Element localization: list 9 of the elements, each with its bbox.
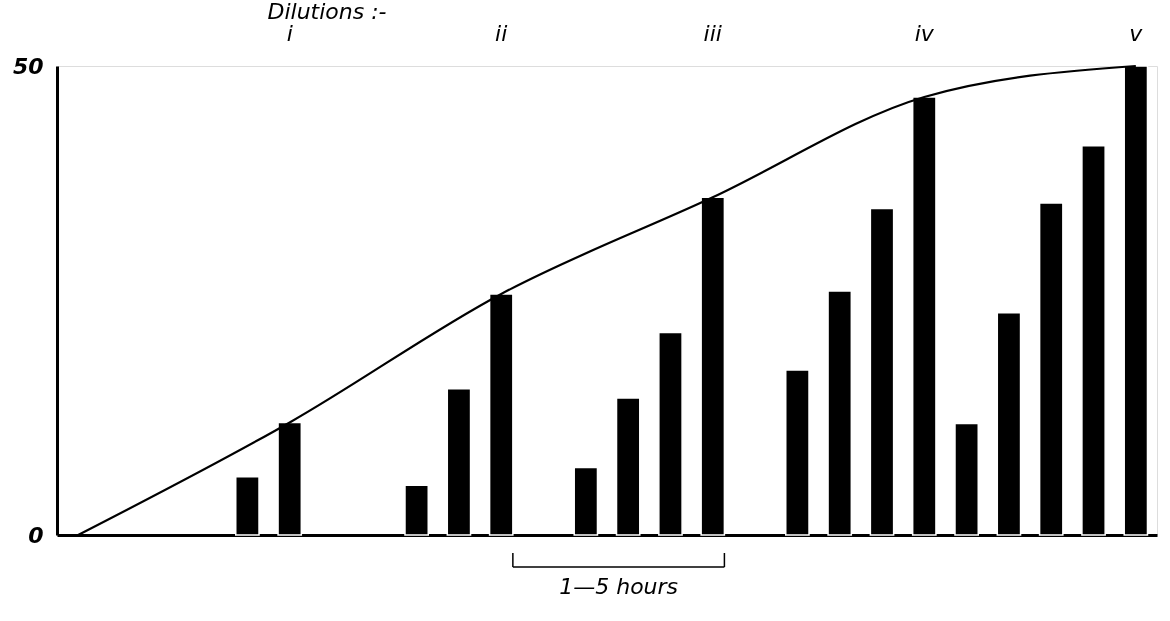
text: iii xyxy=(703,21,722,46)
text: i xyxy=(286,21,293,46)
text: v xyxy=(1129,21,1144,46)
y-tick-label: 50 xyxy=(12,53,44,79)
text: iv xyxy=(914,21,935,46)
text: 1—5 hours xyxy=(559,574,679,599)
text: ii xyxy=(495,21,508,46)
y-tick-label: 0 xyxy=(28,522,44,548)
chart-title: Dilutions :- xyxy=(267,0,387,24)
